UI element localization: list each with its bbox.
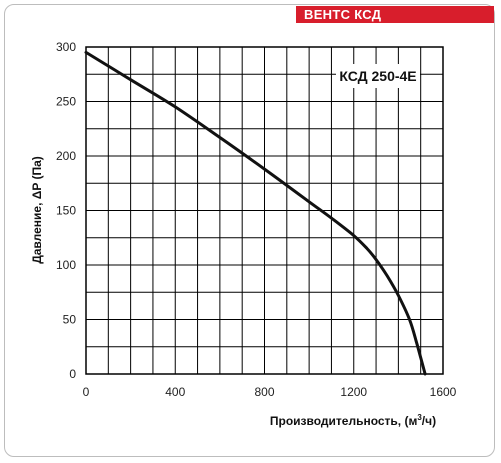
x-axis-title-end: /ч) [422,414,436,428]
chart-title: КСД 250-4Е [339,68,416,84]
tick-labels: 0 400 800 1200 1600 0 50 100 150 200 250 300 [56,40,457,399]
model-label-box [336,64,420,88]
x-axis-title: Производительность, (м3/ч) [270,413,436,428]
x-tick-label: 0 [83,385,90,399]
y-tick-label: 300 [56,40,76,54]
y-tick-label: 250 [56,95,76,109]
x-axis-title-superscript: 3 [417,413,422,422]
grid [85,46,444,375]
x-tick-label: 800 [254,385,274,399]
x-tick-label: 1200 [340,385,367,399]
x-tick-label: 400 [165,385,185,399]
series-line [84,50,427,376]
y-tick-label: 0 [69,367,76,381]
plot-border [85,46,444,375]
brand-banner: ВЕНТС КСД [296,6,494,23]
y-tick-label: 50 [63,313,77,327]
y-tick-label: 150 [56,204,76,218]
y-tick-label: 200 [56,149,76,163]
chart-frame [4,4,495,457]
x-axis-title-main: Производительность, (м [270,414,418,428]
y-tick-label: 100 [56,258,76,272]
x-tick-label: 1600 [430,385,457,399]
series-layer [84,50,427,376]
y-axis-title: Давление, ΔP (Па) [30,156,44,264]
